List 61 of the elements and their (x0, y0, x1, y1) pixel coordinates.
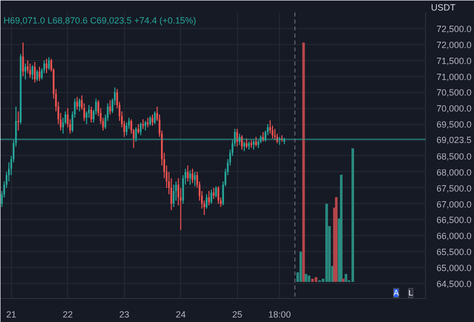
candlestick (208, 190, 210, 206)
candlestick (46, 58, 48, 74)
candlestick (144, 120, 146, 131)
candlestick (78, 98, 80, 112)
bar (311, 278, 314, 282)
candlestick (32, 64, 34, 80)
candlestick (241, 134, 243, 150)
bar (302, 42, 305, 282)
bar (308, 276, 310, 282)
candlestick (26, 60, 29, 74)
y-tick-label: 70,500.0 (436, 88, 472, 98)
bar (335, 197, 338, 282)
y-tick-label: 65,500.0 (436, 247, 472, 258)
x-tick-label: 21 (6, 310, 16, 320)
candlestick (48, 56, 50, 70)
bar (342, 278, 344, 282)
bar (344, 274, 348, 282)
bar (314, 277, 318, 282)
y-tick-label: 67,000.0 (436, 199, 472, 210)
candlestick (152, 114, 154, 126)
x-tick-label: 25 (232, 310, 242, 320)
bar (340, 174, 343, 282)
annotation: L (408, 288, 414, 298)
y-tick-label: 71,000.0 (436, 72, 472, 82)
bar (304, 274, 308, 282)
x-tick-label: 18:00 (268, 310, 291, 320)
bar (299, 252, 302, 282)
y-tick-label: 70,000.0 (436, 104, 472, 114)
candlestick (24, 63, 26, 80)
x-tick-label: 22 (62, 310, 73, 320)
candlestick (29, 63, 31, 78)
candlestick (149, 116, 151, 126)
candlestick (192, 168, 194, 184)
candlestick (22, 42, 24, 77)
y-tick-label: 71,500.0 (436, 56, 472, 66)
candlestick (189, 170, 192, 186)
y-tick-label: 72,500.0 (436, 24, 472, 34)
candlestick (206, 194, 208, 210)
candlestick (217, 186, 220, 204)
y-tick-label: 67,500.0 (436, 183, 472, 194)
x-tick-label: 23 (119, 310, 130, 320)
y-tick-label: 68,000.0 (436, 167, 472, 178)
candlestick (142, 118, 144, 130)
y-tick-label: 65,000.0 (436, 263, 472, 274)
candlestick (212, 187, 215, 200)
y-axis-title: USDT (431, 2, 456, 12)
x-tick-label: 24 (176, 310, 186, 320)
candlestick (109, 100, 111, 116)
candlestick (215, 186, 217, 198)
bar (351, 148, 354, 282)
candlestick (246, 138, 248, 149)
y-tick-label: 69,500.0 (436, 120, 472, 130)
y-tick-label: 64,500.0 (436, 279, 472, 290)
y-tick-label: 66,500.0 (436, 215, 472, 226)
y-tick-label: 66,000.0 (436, 231, 472, 242)
y-tick-label: 72,000.0 (436, 40, 472, 50)
y-tick-label: 68,500.0 (436, 151, 472, 162)
ref-line-label: 69,023.5 (436, 134, 472, 145)
candlestick (38, 66, 40, 82)
candlestick (255, 136, 257, 147)
annotation: H69,071.0 L68,870.6 C69,023.5 +74.4 (+0.15%) (4, 16, 196, 26)
